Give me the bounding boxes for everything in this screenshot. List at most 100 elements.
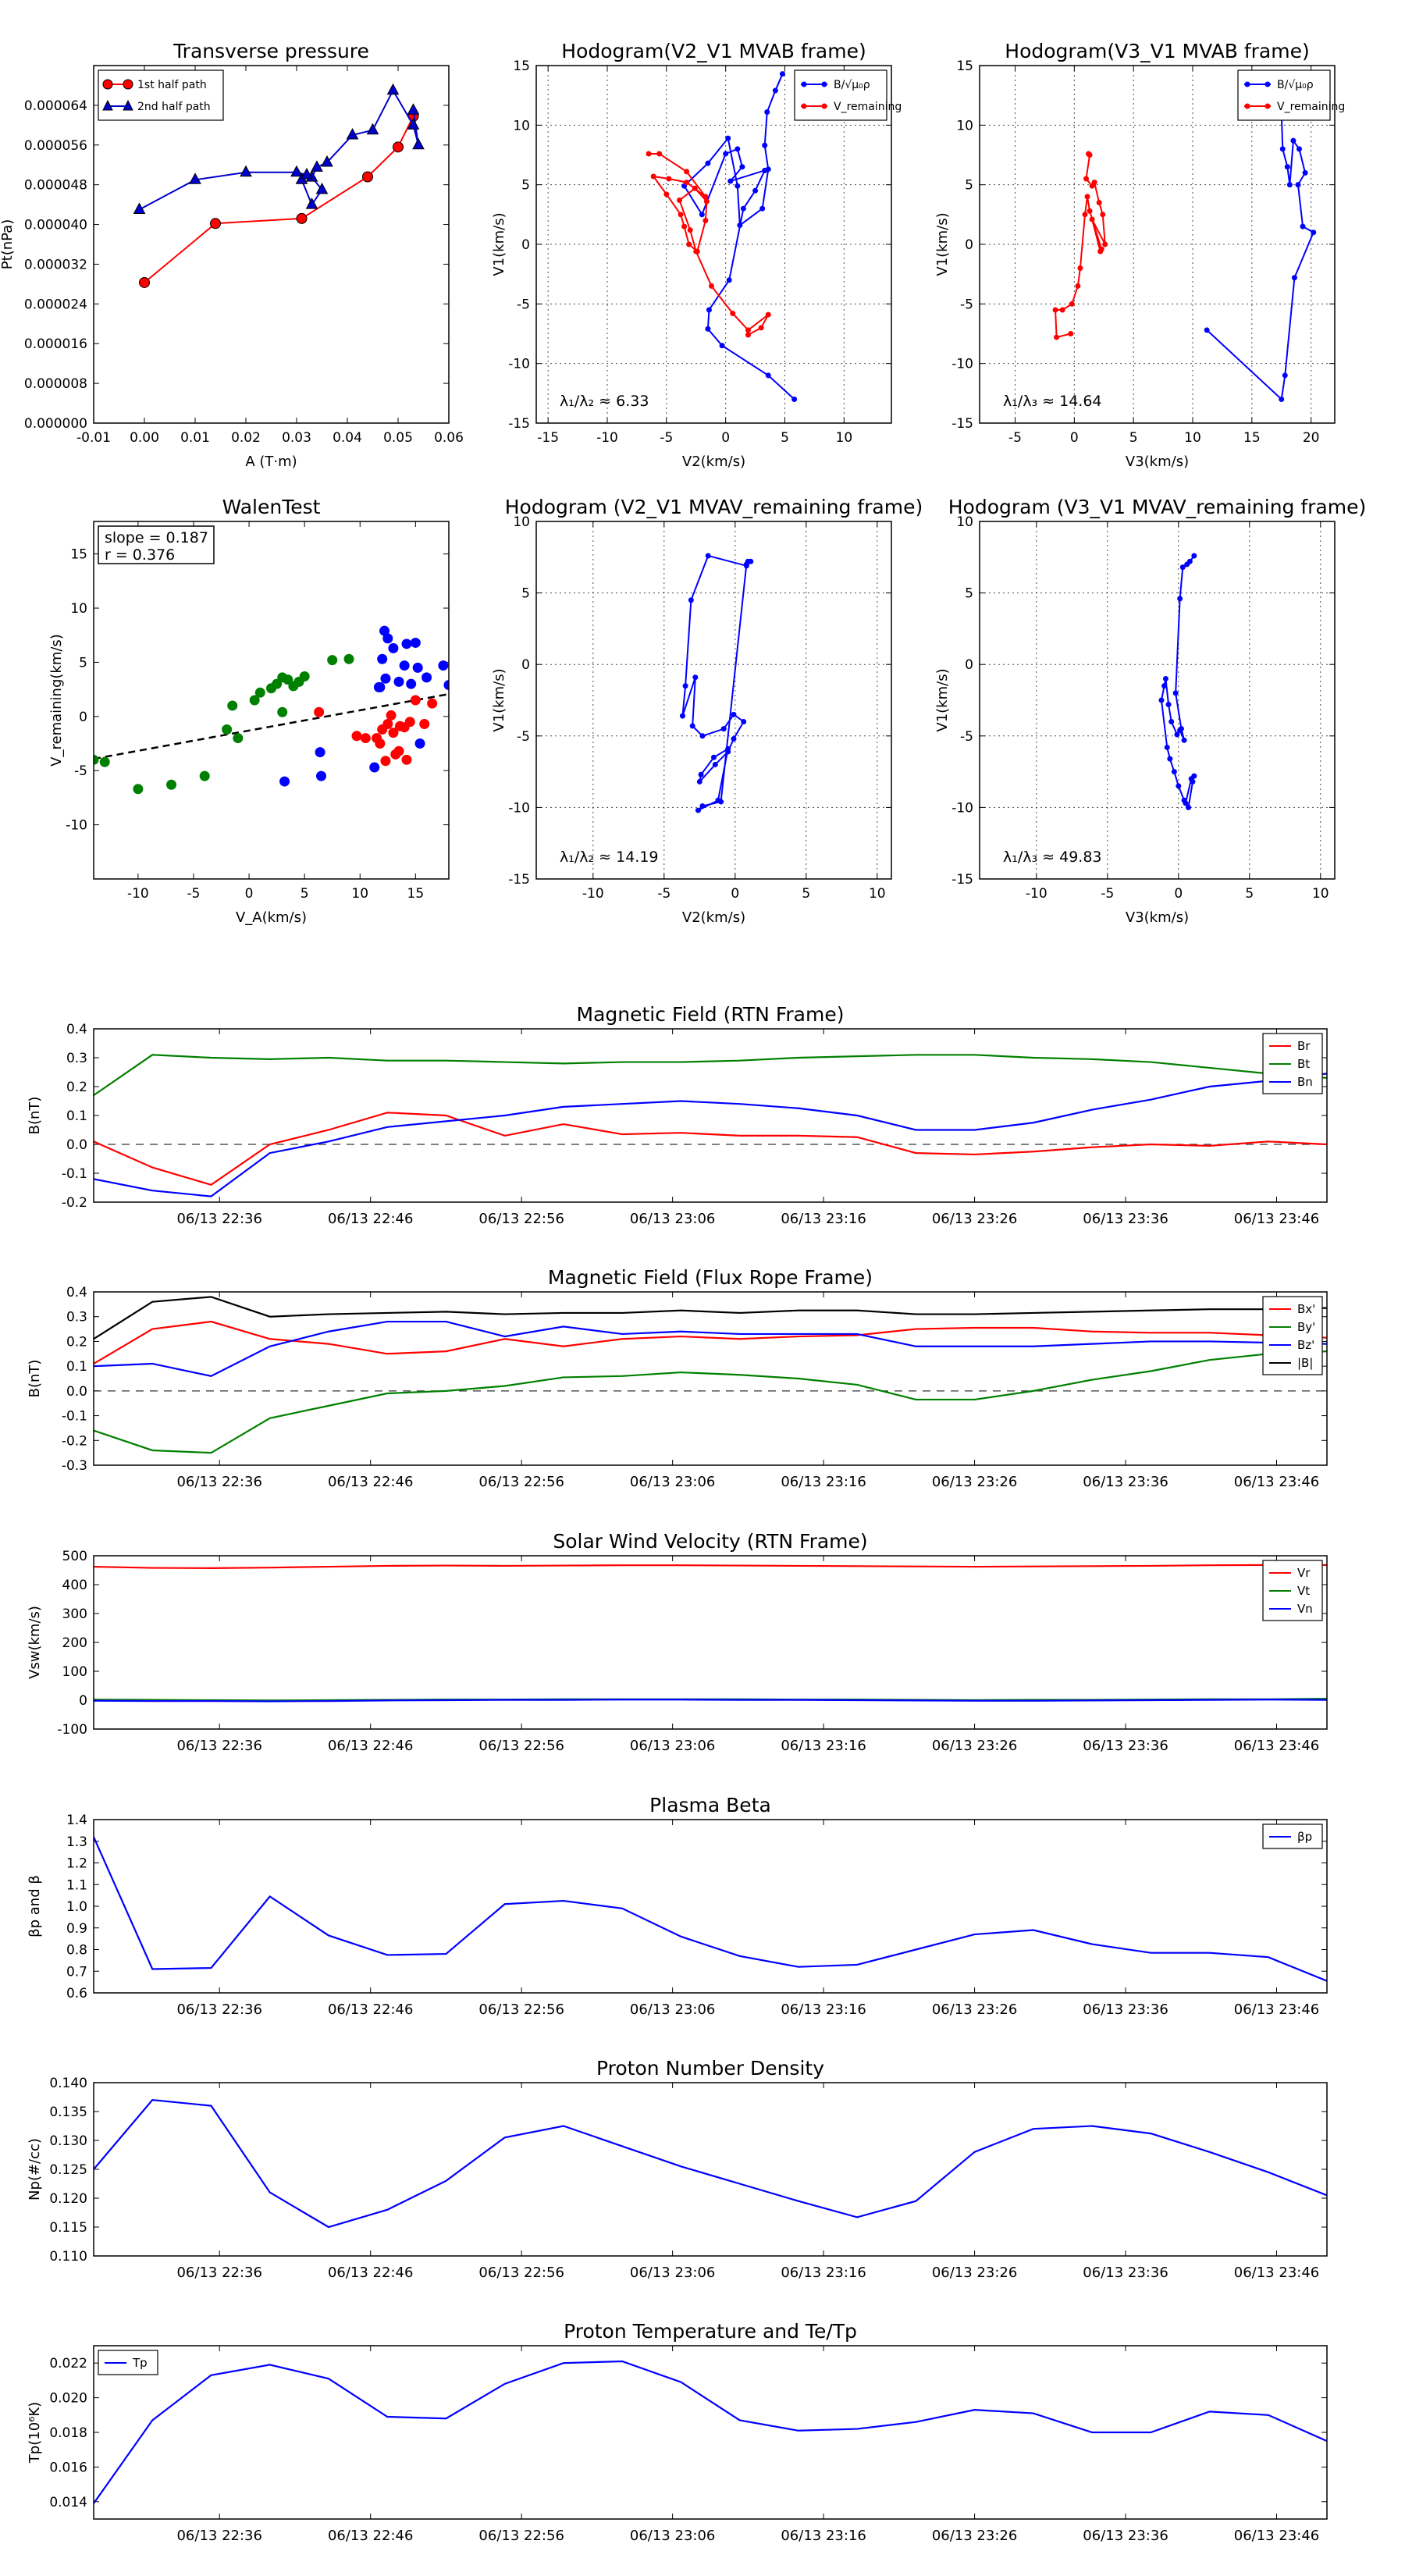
y-tick-label: 0.2 <box>66 1080 87 1095</box>
series-point <box>765 311 771 318</box>
y-tick-label: 0.000032 <box>24 257 87 272</box>
y-tick-label: -10 <box>508 800 530 816</box>
scatter-point <box>419 719 430 730</box>
x-tick-label: 06/13 22:46 <box>328 1738 413 1754</box>
scatter-point <box>379 625 390 636</box>
scatter-point <box>414 738 425 749</box>
y-tick-label: 0.135 <box>49 2105 87 2120</box>
plot-area <box>94 625 449 795</box>
x-tick-label: 06/13 22:36 <box>176 2265 261 2281</box>
series-point <box>720 726 727 732</box>
series-point <box>1100 212 1106 218</box>
scatter-point <box>401 754 412 765</box>
scatter-point <box>199 770 210 781</box>
y-axis-label: V1(km/s) <box>934 212 951 276</box>
legend-label: V_remaining <box>834 101 902 113</box>
series-point <box>139 276 150 288</box>
legend-label: |B| <box>1297 1356 1313 1370</box>
series-point <box>305 197 318 209</box>
scatter-point <box>393 676 404 687</box>
legend-label: B/√μ₀ρ <box>1277 79 1314 91</box>
y-tick-label: 0.000056 <box>24 138 87 154</box>
series-point <box>678 212 684 218</box>
series-point <box>1102 241 1108 247</box>
annotation-text: λ₁/λ₂ ≈ 14.19 <box>560 849 659 866</box>
annotation-text: λ₁/λ₃ ≈ 49.83 <box>1003 849 1102 866</box>
chart-h4: Hodogram (V3_V1 MVAV_remaining frame) -10… <box>934 496 1366 926</box>
y-tick-label: 0.022 <box>49 2356 87 2371</box>
series-line <box>94 1296 1327 1340</box>
plot-area <box>679 553 754 813</box>
plot-frame <box>93 521 450 880</box>
scatter-point <box>406 678 417 689</box>
plot-frame <box>979 65 1336 424</box>
y-tick-label: 1.1 <box>66 1877 87 1893</box>
series-point <box>1098 246 1104 252</box>
x-tick-label: 0 <box>731 886 739 902</box>
series-point <box>688 597 694 603</box>
series-point <box>764 109 770 116</box>
scatter-point <box>410 637 421 648</box>
y-tick-label: 0.9 <box>66 1921 87 1937</box>
plot-area <box>94 1054 1327 1197</box>
y-tick-label: -5 <box>517 729 530 745</box>
series-point <box>1284 164 1290 170</box>
y-tick-label: 15 <box>956 59 973 74</box>
x-tick-label: 06/13 23:16 <box>781 2001 866 2018</box>
series-point <box>1091 180 1097 186</box>
legend-marker <box>1264 103 1271 109</box>
legend-marker <box>123 99 133 111</box>
x-tick-label: 5 <box>802 886 810 902</box>
y-axis-label: B(nT) <box>27 1360 43 1398</box>
scatter-point <box>410 695 421 706</box>
x-tick-label: 0 <box>1174 886 1183 902</box>
series-point <box>779 71 785 77</box>
y-tick-label: 5 <box>521 586 530 602</box>
x-tick-label: -10 <box>596 430 618 446</box>
x-tick-label: 06/13 23:16 <box>781 1738 866 1754</box>
series-point <box>1165 701 1172 707</box>
plot-frame <box>979 521 1336 880</box>
x-tick-label: -10 <box>1026 886 1048 902</box>
chart-tp: Transverse pressure -0.01 0.00 0.01 0.02 0.03… <box>0 40 464 470</box>
y-tick-label: -15 <box>508 872 530 888</box>
scatter-point <box>222 724 233 735</box>
x-tick-label: -5 <box>1101 886 1114 902</box>
y-tick-label: 0.120 <box>49 2191 87 2207</box>
series-point <box>698 771 704 777</box>
series-point <box>1077 265 1083 272</box>
series-point <box>1068 331 1074 336</box>
series-line <box>94 1054 1327 1097</box>
x-tick-label: 06/13 22:36 <box>176 1738 261 1754</box>
series-point <box>666 176 672 182</box>
series-point <box>290 165 303 177</box>
x-tick-label: 20 <box>1303 430 1320 446</box>
series-point <box>1096 200 1102 206</box>
series-point <box>706 307 712 313</box>
chart-title: Plasma Beta <box>649 1794 771 1816</box>
series-point <box>739 164 745 170</box>
x-tick-label: 0.04 <box>333 430 362 446</box>
annotation-text: r = 0.376 <box>105 546 175 564</box>
plot-area <box>133 83 425 288</box>
y-tick-label: 0.6 <box>66 1986 87 2001</box>
series-point <box>1089 216 1095 222</box>
x-tick-label: 06/13 22:36 <box>176 1474 261 1490</box>
series-point <box>791 396 798 402</box>
y-tick-label: 1.2 <box>66 1856 87 1872</box>
scatter-point <box>94 754 99 765</box>
series-point <box>1279 146 1286 152</box>
y-tick-label: 0.3 <box>66 1051 87 1066</box>
series-point <box>1174 731 1180 738</box>
annotation-box <box>98 525 215 564</box>
series-point <box>1177 727 1183 733</box>
series-line <box>94 1350 1327 1454</box>
y-tick-label: 0.0 <box>66 1384 87 1400</box>
x-tick-label: 06/13 23:46 <box>1234 1474 1319 1490</box>
legend-marker <box>1264 81 1271 87</box>
series-point <box>682 683 688 689</box>
chart-walen: WalenTest -10 -5 0 5 10 15 -10 -5 0 5 10 15 V_A(km/s)… <box>48 496 450 926</box>
series-point <box>745 558 751 564</box>
x-tick-label: -10 <box>127 886 149 902</box>
